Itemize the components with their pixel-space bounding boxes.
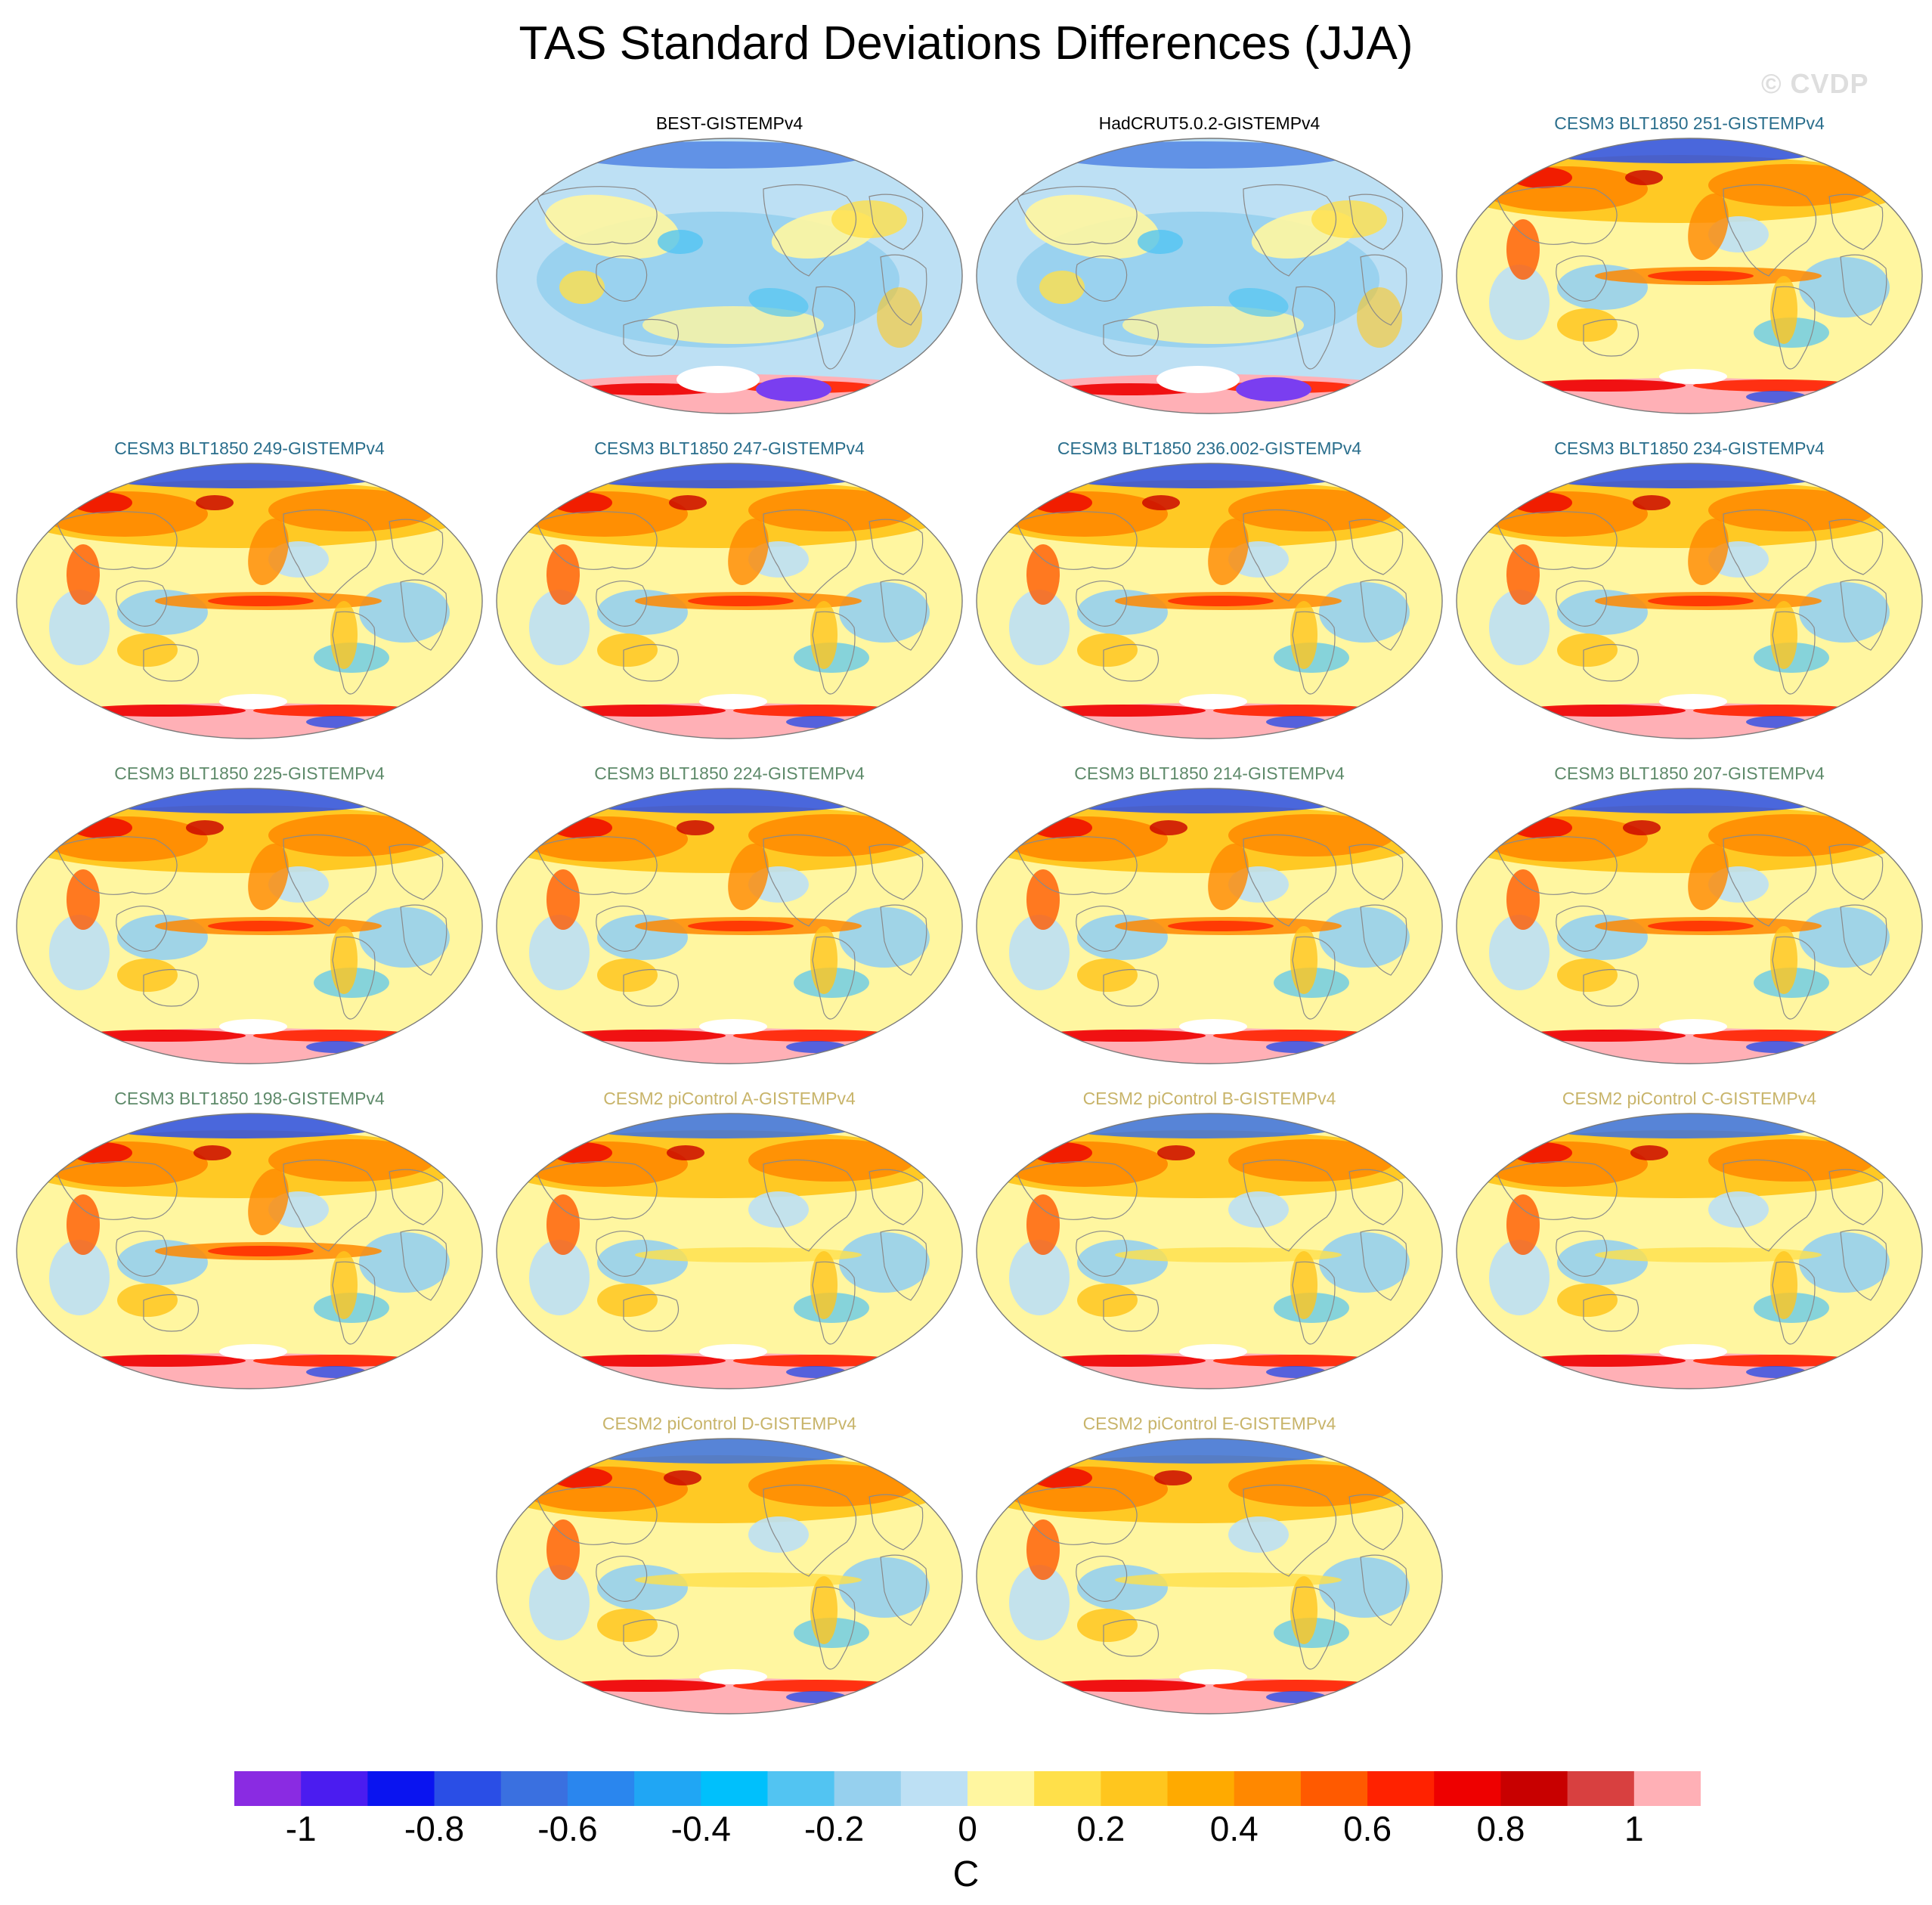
map-panel: CESM2 piControl A-GISTEMPv4 (491, 1089, 968, 1391)
panel-title: CESM3 BLT1850 207-GISTEMPv4 (1554, 764, 1825, 783)
colorbar-swatch (234, 1771, 302, 1806)
map-globe (16, 463, 483, 739)
colorbar-swatch (767, 1771, 835, 1806)
colorbar-tick-label: 0 (958, 1809, 977, 1848)
panel-title: CESM2 piControl E-GISTEMPv4 (1082, 1414, 1336, 1433)
panel-title: CESM2 piControl C-GISTEMPv4 (1562, 1089, 1817, 1108)
map-panel: CESM3 BLT1850 251-GISTEMPv4 (1451, 113, 1927, 416)
map-globe (976, 463, 1443, 739)
map-globe (496, 788, 963, 1064)
panel-title: CESM3 BLT1850 249-GISTEMPv4 (114, 438, 385, 458)
colorbar-swatch (367, 1771, 435, 1806)
map-panel: CESM3 BLT1850 247-GISTEMPv4 (491, 438, 968, 741)
map-globe (496, 463, 963, 739)
colorbar-tick-label: -0.6 (537, 1809, 598, 1848)
map-panel: HadCRUT5.0.2-GISTEMPv4 (971, 113, 1447, 416)
colorbar-tick-label: 0.6 (1343, 1809, 1392, 1848)
colorbar-swatch (701, 1771, 768, 1806)
colorbar-swatch (1167, 1771, 1235, 1806)
panel-title: CESM3 BLT1850 236.002-GISTEMPv4 (1057, 438, 1362, 458)
map-globe (976, 788, 1443, 1064)
colorbar-swatch (834, 1771, 902, 1806)
colorbar (234, 1771, 1701, 1806)
map-globe (16, 1113, 483, 1389)
map-globe (1456, 1113, 1923, 1389)
map-panel: CESM3 BLT1850 198-GISTEMPv4 (11, 1089, 488, 1391)
map-panel: CESM2 piControl B-GISTEMPv4 (971, 1089, 1447, 1391)
colorbar-swatch (1567, 1771, 1635, 1806)
colorbar-swatch (900, 1771, 968, 1806)
panel-title: CESM3 BLT1850 225-GISTEMPv4 (114, 764, 385, 783)
colorbar-swatch (567, 1771, 635, 1806)
map-panel: CESM3 BLT1850 249-GISTEMPv4 (11, 438, 488, 741)
panel-title: CESM3 BLT1850 234-GISTEMPv4 (1554, 438, 1825, 458)
map-panel: BEST-GISTEMPv4 (491, 113, 968, 416)
colorbar-units: C (952, 1854, 980, 1894)
map-globe (16, 788, 483, 1064)
colorbar-swatch (301, 1771, 368, 1806)
colorbar-swatch (1367, 1771, 1435, 1806)
colorbar-tick-label: 0.2 (1076, 1809, 1125, 1848)
panel-title: CESM2 piControl A-GISTEMPv4 (603, 1089, 856, 1108)
colorbar-tick-label: 0.8 (1476, 1809, 1525, 1848)
map-globe (976, 1113, 1443, 1389)
map-globe (1456, 788, 1923, 1064)
colorbar-tick-label: 0.4 (1209, 1809, 1259, 1848)
panel-title: CESM3 BLT1850 251-GISTEMPv4 (1554, 113, 1825, 133)
panel-title: CESM3 BLT1850 198-GISTEMPv4 (114, 1089, 385, 1108)
map-globe (496, 138, 963, 414)
map-globe (496, 1113, 963, 1389)
map-panel: CESM3 BLT1850 224-GISTEMPv4 (491, 764, 968, 1066)
colorbar-swatch (1101, 1771, 1169, 1806)
map-globe (976, 138, 1443, 414)
colorbar-tick-label: -1 (285, 1809, 317, 1848)
colorbar-swatch (968, 1771, 1035, 1806)
colorbar-swatch (1434, 1771, 1501, 1806)
colorbar-swatch (1234, 1771, 1302, 1806)
map-panel: CESM3 BLT1850 236.002-GISTEMPv4 (971, 438, 1447, 741)
map-panel: CESM2 piControl E-GISTEMPv4 (971, 1414, 1447, 1716)
map-panel: CESM2 piControl D-GISTEMPv4 (491, 1414, 968, 1716)
colorbar-swatch (500, 1771, 568, 1806)
colorbar-swatch (434, 1771, 502, 1806)
panel-title: CESM3 BLT1850 214-GISTEMPv4 (1074, 764, 1345, 783)
map-globe (496, 1438, 963, 1714)
panel-title: CESM3 BLT1850 224-GISTEMPv4 (594, 764, 865, 783)
map-globe (976, 1438, 1443, 1714)
map-panel: CESM3 BLT1850 225-GISTEMPv4 (11, 764, 488, 1066)
panel-title: HadCRUT5.0.2-GISTEMPv4 (1098, 113, 1321, 133)
colorbar-tick-label: 1 (1624, 1809, 1644, 1848)
colorbar-swatch (1500, 1771, 1568, 1806)
colorbar-tick-label: -0.2 (803, 1809, 865, 1848)
map-panel: CESM3 BLT1850 207-GISTEMPv4 (1451, 764, 1927, 1066)
figure-title: TAS Standard Deviations Differences (JJA… (519, 17, 1413, 70)
colorbar-swatch (1633, 1771, 1701, 1806)
map-panel: CESM2 piControl C-GISTEMPv4 (1451, 1089, 1927, 1391)
colorbar-tick-label: -0.8 (404, 1809, 465, 1848)
watermark: © CVDP (1761, 68, 1869, 99)
colorbar-tick-label: -0.4 (670, 1809, 731, 1848)
panel-title: CESM3 BLT1850 247-GISTEMPv4 (594, 438, 865, 458)
panel-title: BEST-GISTEMPv4 (655, 113, 803, 133)
colorbar-swatch (1300, 1771, 1368, 1806)
map-globe (1456, 463, 1923, 739)
panel-title: CESM2 piControl D-GISTEMPv4 (602, 1414, 857, 1433)
map-panel: CESM3 BLT1850 214-GISTEMPv4 (971, 764, 1447, 1066)
map-panel: CESM3 BLT1850 234-GISTEMPv4 (1451, 438, 1927, 741)
colorbar-swatch (1034, 1771, 1101, 1806)
colorbar-swatch (634, 1771, 701, 1806)
panel-title: CESM2 piControl B-GISTEMPv4 (1082, 1089, 1336, 1108)
map-globe (1456, 138, 1923, 414)
